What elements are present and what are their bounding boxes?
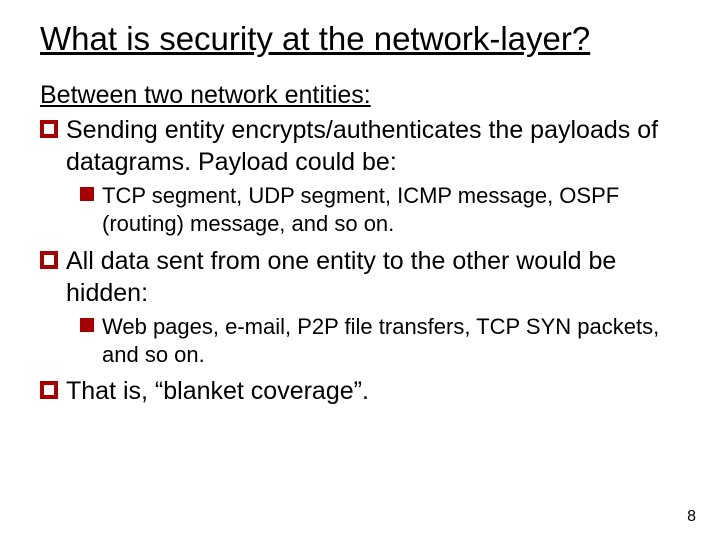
slide-title: What is security at the network-layer?: [40, 18, 690, 59]
slide-subhead: Between two network entities:: [40, 81, 690, 110]
page-number: 8: [687, 508, 696, 526]
slide: What is security at the network-layer? B…: [0, 0, 720, 540]
list-item-text: Sending entity encrypts/authenticates th…: [66, 114, 690, 178]
square-bullet-icon: [40, 120, 58, 138]
sublist-item: TCP segment, UDP segment, ICMP message, …: [80, 182, 690, 238]
list-item-text: That is, “blanket coverage”.: [66, 375, 369, 407]
sublist-item: Web pages, e-mail, P2P file transfers, T…: [80, 313, 690, 369]
list-item: Sending entity encrypts/authenticates th…: [40, 114, 690, 178]
square-bullet-icon: [40, 381, 58, 399]
square-bullet-icon: [40, 251, 58, 269]
square-bullet-small-icon: [80, 318, 94, 332]
sublist-item-text: TCP segment, UDP segment, ICMP message, …: [102, 182, 690, 238]
list-item: That is, “blanket coverage”.: [40, 375, 690, 407]
sublist-item-text: Web pages, e-mail, P2P file transfers, T…: [102, 313, 690, 369]
list-item: All data sent from one entity to the oth…: [40, 245, 690, 309]
square-bullet-small-icon: [80, 187, 94, 201]
list-item-text: All data sent from one entity to the oth…: [66, 245, 690, 309]
